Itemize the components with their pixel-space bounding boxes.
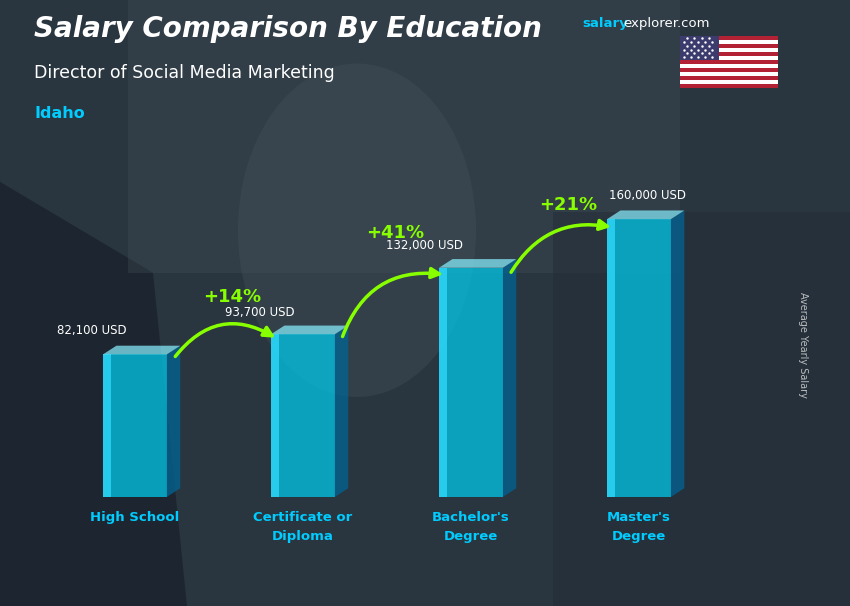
Text: Salary Comparison By Education: Salary Comparison By Education	[34, 15, 542, 43]
Bar	[552, 212, 850, 606]
Text: Average Yearly Salary: Average Yearly Salary	[798, 293, 808, 398]
Text: +14%: +14%	[203, 288, 262, 306]
Text: +41%: +41%	[366, 224, 424, 242]
Bar	[128, 0, 680, 273]
Polygon shape	[0, 182, 187, 606]
Text: 132,000 USD: 132,000 USD	[386, 239, 462, 252]
Bar	[680, 44, 778, 48]
Bar	[680, 41, 778, 44]
Text: 93,700 USD: 93,700 USD	[225, 305, 295, 319]
Bar	[680, 48, 778, 52]
Bar	[680, 56, 778, 60]
Bar	[680, 64, 778, 68]
Polygon shape	[671, 210, 684, 497]
Polygon shape	[335, 325, 348, 497]
Polygon shape	[607, 210, 684, 219]
Text: Director of Social Media Marketing: Director of Social Media Marketing	[34, 64, 335, 82]
Text: 160,000 USD: 160,000 USD	[609, 189, 686, 202]
Polygon shape	[439, 259, 516, 268]
Polygon shape	[503, 259, 516, 497]
Bar	[680, 52, 778, 56]
Ellipse shape	[238, 64, 476, 397]
Bar	[680, 84, 778, 88]
Bar	[680, 36, 719, 60]
Bar	[439, 268, 503, 497]
Polygon shape	[271, 325, 348, 335]
Bar	[607, 219, 615, 497]
Bar	[680, 76, 778, 80]
Bar	[607, 219, 671, 497]
Text: salary: salary	[582, 17, 628, 30]
Polygon shape	[103, 345, 180, 355]
Polygon shape	[167, 345, 180, 497]
Bar	[680, 36, 778, 41]
Bar	[680, 68, 778, 72]
Bar	[680, 60, 778, 64]
Text: explorer.com: explorer.com	[623, 17, 710, 30]
Bar	[103, 355, 167, 497]
Text: Idaho: Idaho	[34, 106, 85, 121]
Bar	[103, 355, 110, 497]
Bar	[439, 268, 447, 497]
Bar	[680, 72, 778, 76]
Bar	[680, 80, 778, 84]
Bar	[271, 335, 279, 497]
Text: 82,100 USD: 82,100 USD	[57, 324, 127, 337]
Bar	[271, 335, 335, 497]
Text: +21%: +21%	[540, 196, 598, 215]
